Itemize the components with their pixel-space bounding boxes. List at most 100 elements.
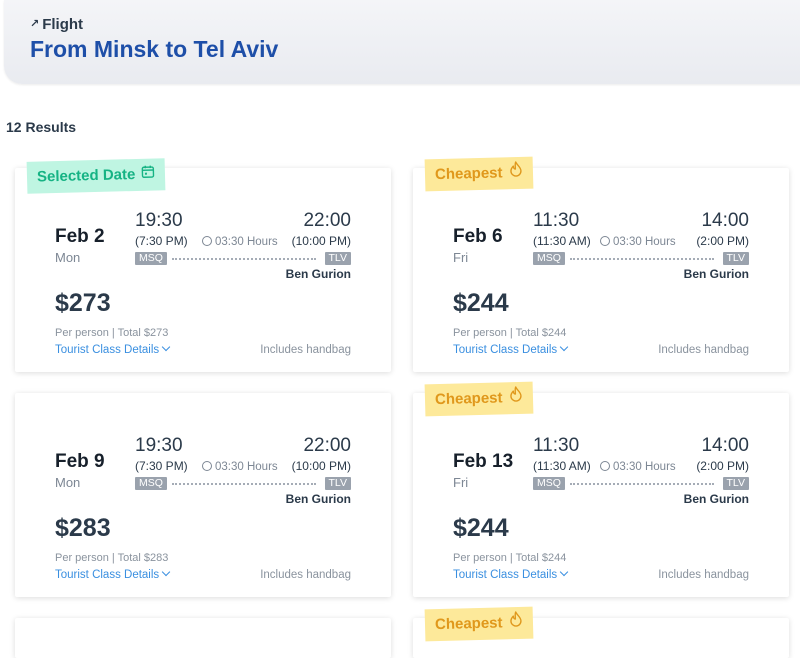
destination-code: TLV (325, 477, 351, 490)
tag-label: Cheapest (435, 614, 503, 633)
flight-duration: 03:30 Hours (202, 235, 278, 248)
flight-card[interactable]: Selected Date Feb 2 Mon 19:30 (7:30 PM) … (15, 168, 391, 372)
cheapest-tag: Cheapest (425, 157, 533, 192)
departure-time-12h: (7:30 PM) (135, 234, 188, 248)
handbag-note: Includes handbag (658, 569, 749, 581)
destination-code: TLV (723, 477, 749, 490)
origin-code: MSQ (135, 252, 167, 265)
cheapest-tag: Cheapest (425, 382, 533, 417)
departure-time: 11:30 (533, 435, 579, 457)
origin-code: MSQ (135, 477, 167, 490)
duration-label: 03:30 Hours (613, 236, 676, 248)
destination-airport: Ben Gurion (684, 267, 749, 281)
chevron-down-icon (162, 343, 170, 351)
departure-time-12h: (7:30 PM) (135, 459, 188, 473)
price: $283 (55, 514, 111, 543)
arrival-time: 22:00 (303, 435, 351, 457)
route-line (172, 258, 316, 260)
route-line (570, 483, 714, 485)
chevron-down-icon (560, 568, 568, 576)
flight-date: Feb 6 (453, 226, 503, 248)
flight-card[interactable] (15, 618, 391, 658)
arrival-time-12h: (2:00 PM) (696, 459, 749, 473)
flight-card[interactable]: Feb 9 Mon 19:30 (7:30 PM) 03:30 Hours 22… (15, 393, 391, 597)
handbag-note: Includes handbag (658, 344, 749, 356)
tourist-class-details-link[interactable]: Tourist Class Details (453, 569, 567, 581)
price-per-person: Per person | Total $244 (453, 552, 566, 564)
departure-time-12h: (11:30 AM) (533, 459, 591, 473)
flight-weekday: Mon (55, 250, 80, 265)
page-title: From Minsk to Tel Aviv (30, 36, 278, 63)
duration-label: 03:30 Hours (215, 461, 278, 473)
kicker-label: Flight (42, 16, 83, 33)
arrival-time-12h: (10:00 PM) (292, 234, 351, 248)
origin-code: MSQ (533, 252, 565, 265)
clock-icon (202, 461, 212, 471)
flight-weekday: Fri (453, 250, 468, 265)
tourist-class-details-link[interactable]: Tourist Class Details (55, 569, 169, 581)
arrival-time: 14:00 (701, 435, 749, 457)
fire-icon (508, 382, 523, 414)
price: $273 (55, 289, 111, 318)
flight-card[interactable]: Cheapest Feb 13 Fri 11:30 (11:30 AM) 03:… (413, 393, 789, 597)
flight-weekday: Mon (55, 475, 80, 490)
chevron-down-icon (162, 568, 170, 576)
class-details-label: Tourist Class Details (453, 344, 557, 356)
destination-code: TLV (325, 252, 351, 265)
flight-card[interactable]: Cheapest Feb 6 Fri 11:30 (11:30 AM) 03:3… (413, 168, 789, 372)
calendar-icon (141, 158, 156, 190)
arrow-icon: ↗ (30, 18, 39, 30)
arrival-time-12h: (2:00 PM) (696, 234, 749, 248)
tourist-class-details-link[interactable]: Tourist Class Details (55, 344, 169, 356)
price-per-person: Per person | Total $244 (453, 327, 566, 339)
clock-icon (600, 236, 610, 246)
tag-label: Selected Date (37, 166, 136, 186)
price: $244 (453, 514, 509, 543)
route-line (570, 258, 714, 260)
tag-label: Cheapest (435, 389, 503, 408)
flight-date: Feb 13 (453, 451, 513, 473)
flight-date: Feb 2 (55, 226, 105, 248)
class-details-label: Tourist Class Details (55, 569, 159, 581)
fire-icon (508, 607, 523, 639)
flight-duration: 03:30 Hours (600, 235, 676, 248)
tourist-class-details-link[interactable]: Tourist Class Details (453, 344, 567, 356)
class-details-label: Tourist Class Details (55, 344, 159, 356)
chevron-down-icon (560, 343, 568, 351)
destination-airport: Ben Gurion (684, 492, 749, 506)
departure-time: 11:30 (533, 210, 579, 232)
flight-date: Feb 9 (55, 451, 105, 473)
arrival-time: 14:00 (701, 210, 749, 232)
clock-icon (600, 461, 610, 471)
results-count: 12 Results (6, 119, 76, 135)
tag-label: Cheapest (435, 164, 503, 183)
duration-label: 03:30 Hours (613, 461, 676, 473)
flight-card[interactable]: Cheapest (413, 618, 789, 658)
price-per-person: Per person | Total $273 (55, 327, 168, 339)
flight-duration: 03:30 Hours (202, 460, 278, 473)
departure-time: 19:30 (135, 210, 183, 232)
class-details-label: Tourist Class Details (453, 569, 557, 581)
flight-weekday: Fri (453, 475, 468, 490)
duration-label: 03:30 Hours (215, 236, 278, 248)
flight-kicker: ↗Flight (30, 16, 83, 33)
destination-airport: Ben Gurion (286, 492, 351, 506)
handbag-note: Includes handbag (260, 569, 351, 581)
flight-duration: 03:30 Hours (600, 460, 676, 473)
departure-time-12h: (11:30 AM) (533, 234, 591, 248)
page-header: ↗Flight From Minsk to Tel Aviv (4, 0, 800, 84)
departure-time: 19:30 (135, 435, 183, 457)
arrival-time-12h: (10:00 PM) (292, 459, 351, 473)
route-line (172, 483, 316, 485)
handbag-note: Includes handbag (260, 344, 351, 356)
price: $244 (453, 289, 509, 318)
origin-code: MSQ (533, 477, 565, 490)
destination-airport: Ben Gurion (286, 267, 351, 281)
fire-icon (508, 157, 523, 189)
cheapest-tag: Cheapest (425, 607, 533, 642)
selected-date-tag: Selected Date (27, 158, 166, 194)
arrival-time: 22:00 (303, 210, 351, 232)
price-per-person: Per person | Total $283 (55, 552, 168, 564)
destination-code: TLV (723, 252, 749, 265)
clock-icon (202, 236, 212, 246)
